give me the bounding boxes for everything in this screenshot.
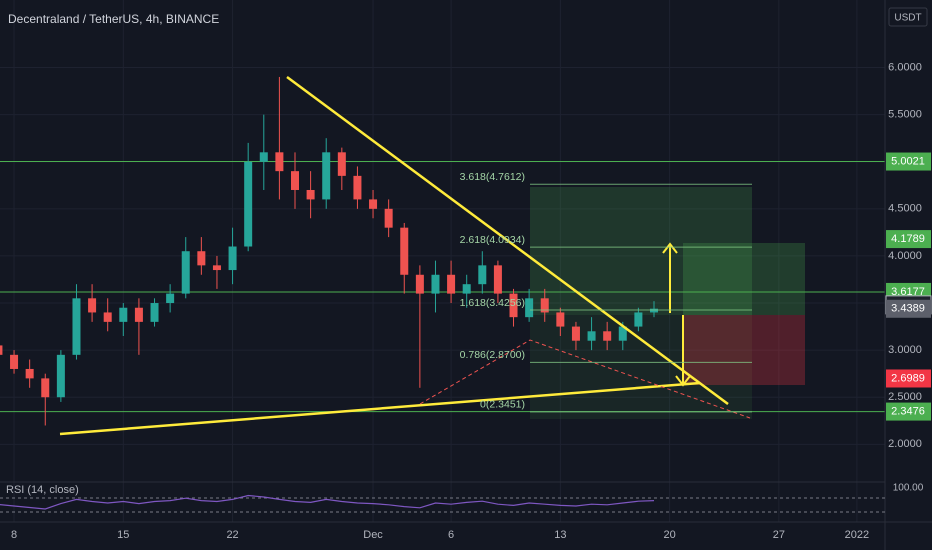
rsi-line bbox=[0, 494, 655, 510]
support-trendline bbox=[59, 381, 701, 436]
y-tick-label: 5.5000 bbox=[888, 109, 922, 121]
currency-box[interactable] bbox=[888, 7, 928, 27]
currency: USDT bbox=[894, 13, 921, 24]
x-tick-label: 8 bbox=[11, 529, 17, 541]
candle-body bbox=[493, 265, 502, 294]
candle-body bbox=[88, 298, 97, 313]
candle-body bbox=[212, 265, 221, 271]
price-tag-label: 2.6989 bbox=[891, 372, 925, 384]
candle-body bbox=[134, 307, 143, 322]
y-tick-label: 3.0000 bbox=[888, 344, 922, 356]
candle-body bbox=[525, 298, 534, 318]
candle-body bbox=[228, 246, 237, 271]
fib-label: 0(2.3451) bbox=[480, 399, 525, 411]
price-tag-label: 4.1789 bbox=[891, 233, 925, 245]
grid bbox=[0, 0, 885, 522]
y-tick-label: 2.5000 bbox=[888, 391, 922, 403]
candles bbox=[0, 76, 658, 426]
x-tick-label: 2022 bbox=[845, 529, 869, 541]
candle-body bbox=[197, 251, 206, 266]
candle-body bbox=[119, 307, 128, 322]
y-tick-label: 4.0000 bbox=[888, 250, 922, 262]
candle-body bbox=[10, 354, 19, 369]
candle-body bbox=[415, 274, 424, 294]
rsi-tick-label: 100.00 bbox=[893, 483, 924, 494]
candle-body bbox=[431, 274, 440, 294]
price-tag-label: 5.0021 bbox=[891, 155, 925, 167]
candle-body bbox=[306, 189, 315, 200]
candle-body bbox=[72, 298, 81, 355]
candle-body bbox=[649, 308, 658, 313]
candle-body bbox=[150, 303, 159, 322]
fib-label: 0.786(2.8700) bbox=[460, 349, 525, 361]
x-tick-label: 20 bbox=[663, 529, 675, 541]
candle-body bbox=[166, 293, 175, 304]
price-tag bbox=[886, 369, 931, 388]
candle-body bbox=[275, 152, 284, 172]
fib-label: 1.618(3.4256) bbox=[460, 297, 525, 309]
candle-body bbox=[25, 368, 34, 379]
price-tag bbox=[886, 152, 931, 171]
candle-body bbox=[509, 293, 518, 318]
x-tick-label: 22 bbox=[226, 529, 238, 541]
y-tick-label: 4.5000 bbox=[888, 203, 922, 215]
candle-body bbox=[244, 161, 253, 247]
candle-body bbox=[618, 326, 627, 341]
candle-body bbox=[462, 284, 471, 294]
x-tick-label: Dec bbox=[363, 529, 383, 541]
fib-zone bbox=[530, 315, 752, 419]
y-tick-label: 6.0000 bbox=[888, 61, 922, 73]
y-tick-label: 2.0000 bbox=[888, 438, 922, 450]
fib-label: 2.618(4.0934) bbox=[460, 234, 525, 246]
candle-body bbox=[259, 152, 268, 162]
candle-body bbox=[540, 298, 549, 313]
x-tick-label: 13 bbox=[554, 529, 566, 541]
arrow-up-head bbox=[662, 242, 678, 254]
candle-body bbox=[0, 345, 3, 355]
candle-body bbox=[603, 331, 612, 341]
candle-body bbox=[291, 171, 299, 190]
x-tick-label: 27 bbox=[773, 529, 785, 541]
arrow-down-head bbox=[675, 375, 691, 387]
candle-body bbox=[447, 274, 456, 294]
candle-body bbox=[556, 312, 565, 327]
candle-body bbox=[353, 175, 362, 200]
overlay bbox=[59, 75, 752, 436]
target-zone bbox=[530, 187, 752, 315]
x-tick-label: 6 bbox=[448, 529, 454, 541]
chart-title: Decentraland / TetherUS, 4h, BINANCE bbox=[8, 12, 219, 26]
candle-body bbox=[571, 326, 580, 341]
candle-body bbox=[337, 152, 346, 176]
price-tag-label: 3.4389 bbox=[891, 303, 925, 315]
candle-body bbox=[41, 378, 50, 398]
price-tag-label: 2.3476 bbox=[891, 405, 925, 417]
candle-body bbox=[587, 331, 596, 341]
dashed-channel bbox=[419, 339, 751, 419]
candle-body bbox=[56, 354, 65, 398]
rsi-label: RSI (14, close) bbox=[6, 484, 79, 496]
price-tag-label: 3.6177 bbox=[891, 286, 925, 298]
candle-body bbox=[478, 265, 487, 285]
candle-body bbox=[369, 199, 378, 209]
resistance-trendline bbox=[286, 75, 729, 406]
price-tag bbox=[886, 402, 931, 421]
candle-body bbox=[103, 312, 112, 322]
fib-label: 3.618(4.7612) bbox=[460, 171, 525, 183]
candle-body bbox=[322, 152, 331, 200]
long-stop bbox=[683, 315, 805, 385]
x-tick-label: 15 bbox=[117, 529, 129, 541]
candle-body bbox=[634, 312, 643, 327]
candle-body bbox=[384, 208, 393, 228]
candle-body bbox=[400, 227, 409, 275]
price-tag bbox=[886, 230, 931, 249]
price-tag bbox=[886, 299, 931, 318]
candle-body bbox=[181, 251, 190, 294]
long-target bbox=[683, 243, 805, 315]
